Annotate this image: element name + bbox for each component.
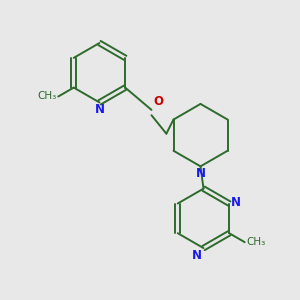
Text: N: N <box>94 103 104 116</box>
Text: N: N <box>192 249 202 262</box>
Text: CH₃: CH₃ <box>38 91 57 101</box>
Text: O: O <box>153 95 163 108</box>
Text: CH₃: CH₃ <box>246 237 266 247</box>
Text: N: N <box>196 167 206 180</box>
Text: N: N <box>231 196 241 209</box>
